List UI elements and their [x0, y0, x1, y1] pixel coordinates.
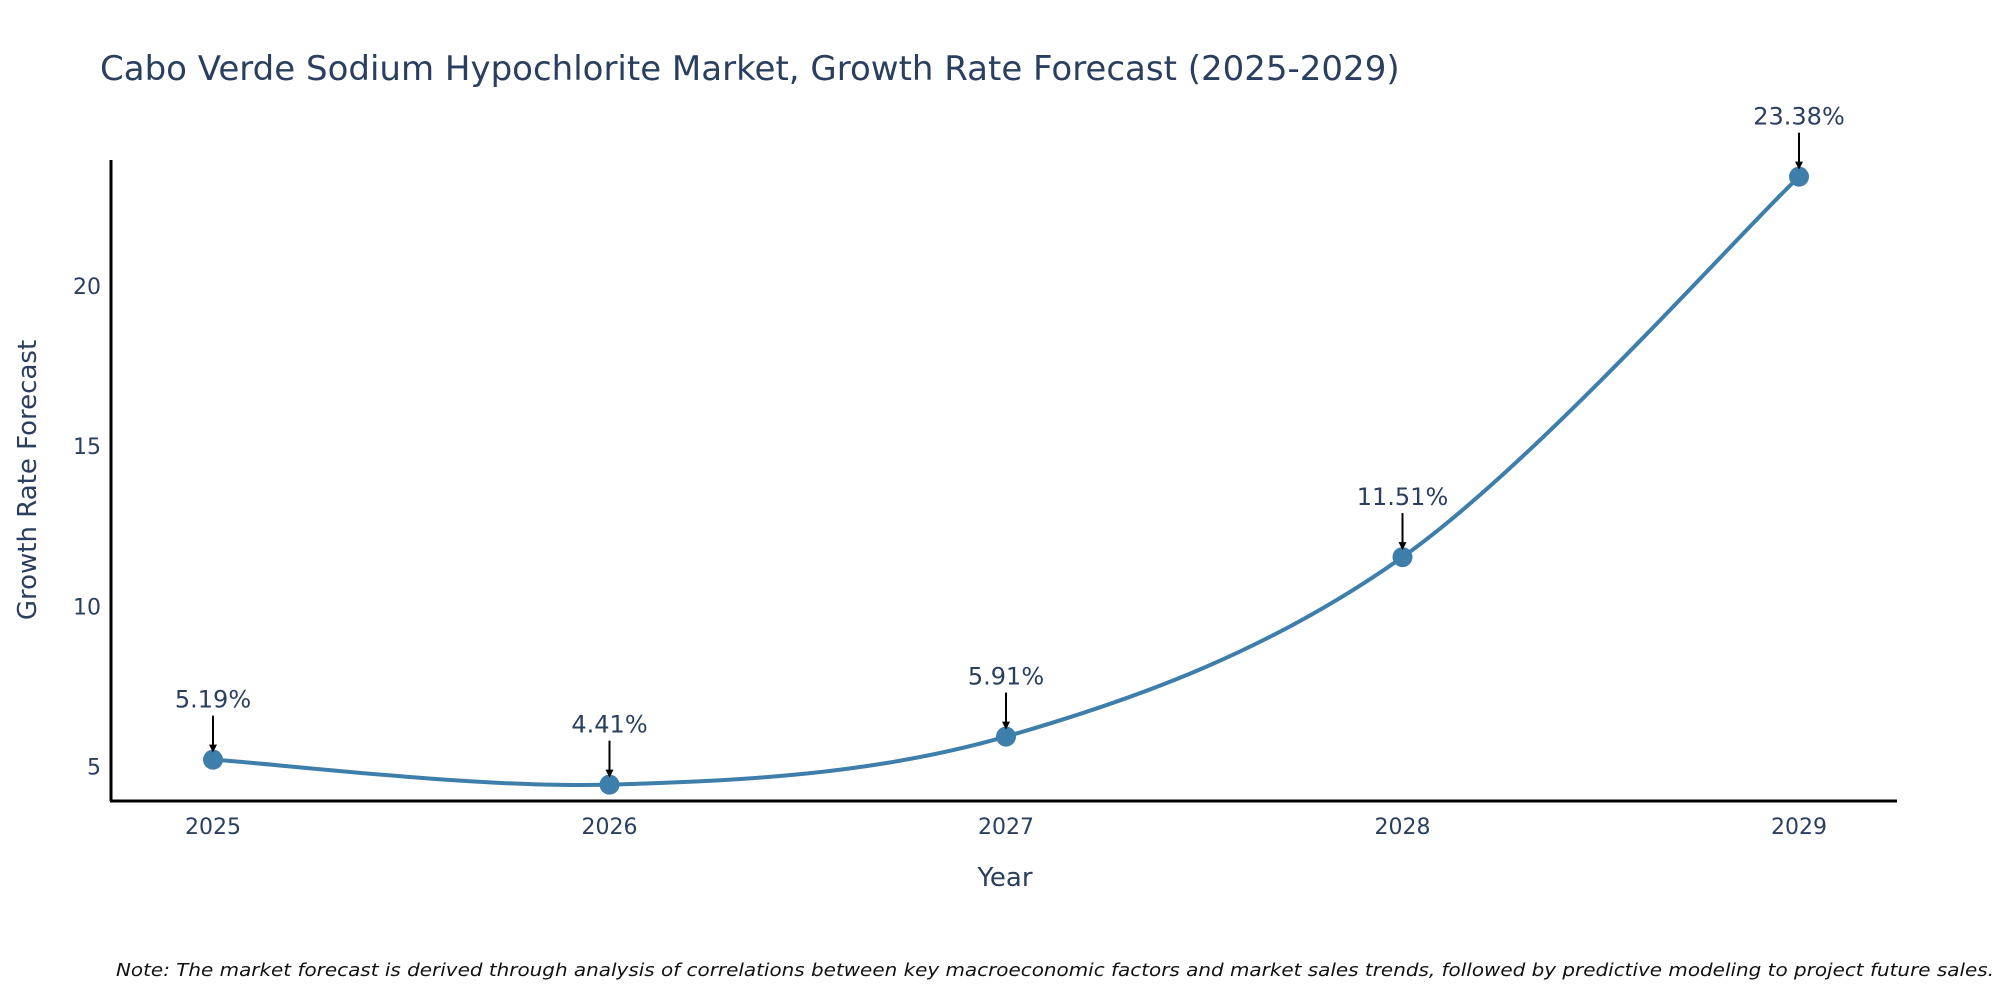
- data-point: [203, 749, 223, 770]
- y-axis-ticks: 5 10 15 20: [73, 275, 101, 781]
- x-axis-ticks: 2025 2026 2027 2028 2029: [185, 815, 1827, 840]
- x-tick-label: 2027: [978, 815, 1034, 840]
- y-tick-label: 20: [73, 275, 101, 300]
- x-tick-label: 2029: [1771, 815, 1827, 840]
- data-point: [996, 726, 1016, 747]
- y-tick-label: 10: [73, 595, 101, 620]
- data-label: 5.91%: [968, 663, 1044, 691]
- data-point: [599, 774, 620, 795]
- series-line: [212, 175, 1801, 788]
- x-axis-title: Year: [976, 863, 1032, 893]
- series-layer: [203, 166, 1809, 795]
- annotation-layer: 5.19% 4.41% 5.91% 11.51% 23.38%: [175, 103, 1845, 778]
- y-tick-label: 5: [87, 756, 101, 781]
- data-label: 5.19%: [175, 686, 251, 714]
- data-label: 4.41%: [571, 711, 647, 739]
- data-label: 11.51%: [1357, 483, 1449, 511]
- y-axis-title: Growth Rate Forecast: [13, 340, 43, 620]
- x-tick-label: 2026: [582, 815, 638, 840]
- data-point: [1392, 547, 1413, 568]
- data-point: [1789, 166, 1809, 187]
- y-tick-label: 15: [73, 435, 101, 460]
- x-tick-label: 2025: [185, 815, 241, 840]
- plot-area: [109, 160, 1897, 803]
- x-tick-label: 2028: [1375, 815, 1431, 840]
- chart-title: Cabo Verde Sodium Hypochlorite Market, G…: [100, 49, 1400, 89]
- data-label: 23.38%: [1753, 103, 1845, 131]
- chart-note: Note: The market forecast is derived thr…: [116, 960, 1994, 981]
